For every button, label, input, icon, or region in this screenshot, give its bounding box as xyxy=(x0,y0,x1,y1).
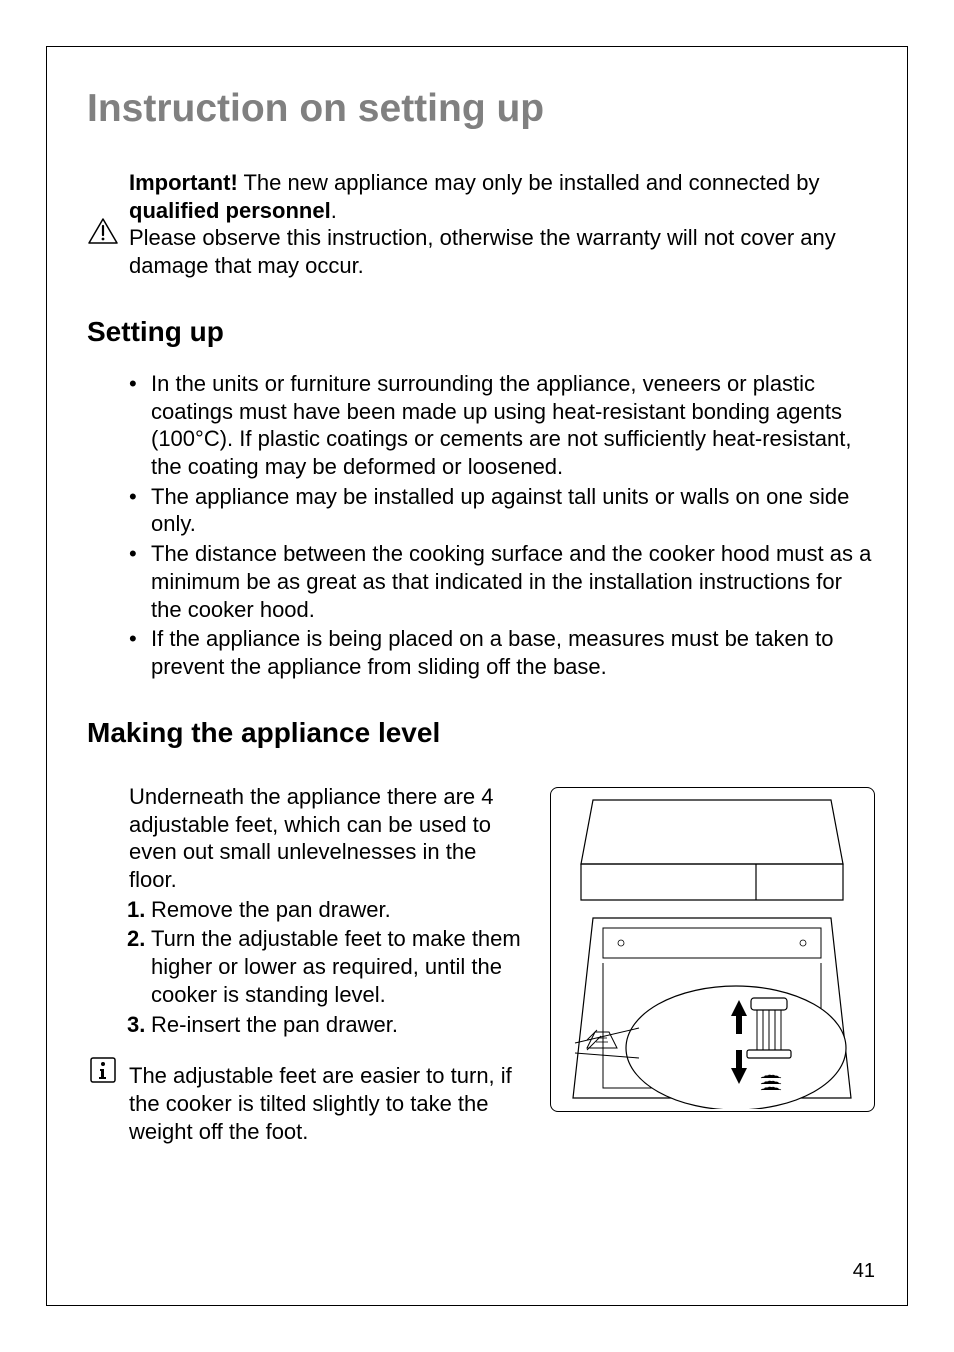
leveling-section: Underneath the appliance there are 4 adj… xyxy=(87,783,875,1146)
info-icon xyxy=(90,1057,116,1088)
list-item-text: The distance between the cooking surface… xyxy=(151,541,871,621)
step-text: Turn the adjustable feet to make them hi… xyxy=(151,926,521,1006)
list-item-text: The appliance may be installed up agains… xyxy=(151,484,849,537)
page-frame: Instruction on setting up Important! The… xyxy=(46,46,908,1306)
step-text: Remove the pan drawer. xyxy=(151,897,391,922)
list-item: 3.Re-insert the pan drawer. xyxy=(129,1011,526,1039)
list-item: If the appliance is being placed on a ba… xyxy=(129,625,875,680)
warning-icon xyxy=(88,218,118,249)
qualified-personnel: qualified personnel xyxy=(129,198,331,223)
leveling-tip: The adjustable feet are easier to turn, … xyxy=(129,1062,526,1145)
list-item: The appliance may be installed up agains… xyxy=(129,483,875,538)
step-number: 1. xyxy=(127,896,145,924)
page-title: Instruction on setting up xyxy=(87,87,875,131)
step-text: Re-insert the pan drawer. xyxy=(151,1012,398,1037)
leveling-text-column: Underneath the appliance there are 4 adj… xyxy=(87,783,526,1146)
setting-up-list: In the units or furniture surrounding th… xyxy=(129,370,875,681)
list-item: The distance between the cooking surface… xyxy=(129,540,875,623)
leveling-figure xyxy=(550,787,875,1112)
leveling-intro: Underneath the appliance there are 4 adj… xyxy=(129,783,526,894)
list-item: In the units or furniture surrounding th… xyxy=(129,370,875,481)
step-number: 3. xyxy=(127,1011,145,1039)
important-block: Important! The new appliance may only be… xyxy=(129,169,875,280)
leveling-steps: 1.Remove the pan drawer. 2.Turn the adju… xyxy=(129,896,526,1039)
list-item: 1.Remove the pan drawer. xyxy=(129,896,526,924)
list-item-text: In the units or furniture surrounding th… xyxy=(151,371,852,479)
leveling-heading: Making the appliance level xyxy=(87,717,875,749)
step-number: 2. xyxy=(127,925,145,953)
important-text-1: The new appliance may only be installed … xyxy=(238,170,820,195)
setting-up-heading: Setting up xyxy=(87,316,875,348)
page-number: 41 xyxy=(853,1260,875,1283)
list-item: 2.Turn the adjustable feet to make them … xyxy=(129,925,526,1008)
list-item-text: If the appliance is being placed on a ba… xyxy=(151,626,833,679)
important-period: . xyxy=(331,198,337,223)
important-text-2: Please observe this instruction, otherwi… xyxy=(129,225,836,278)
important-label: Important! xyxy=(129,170,238,195)
